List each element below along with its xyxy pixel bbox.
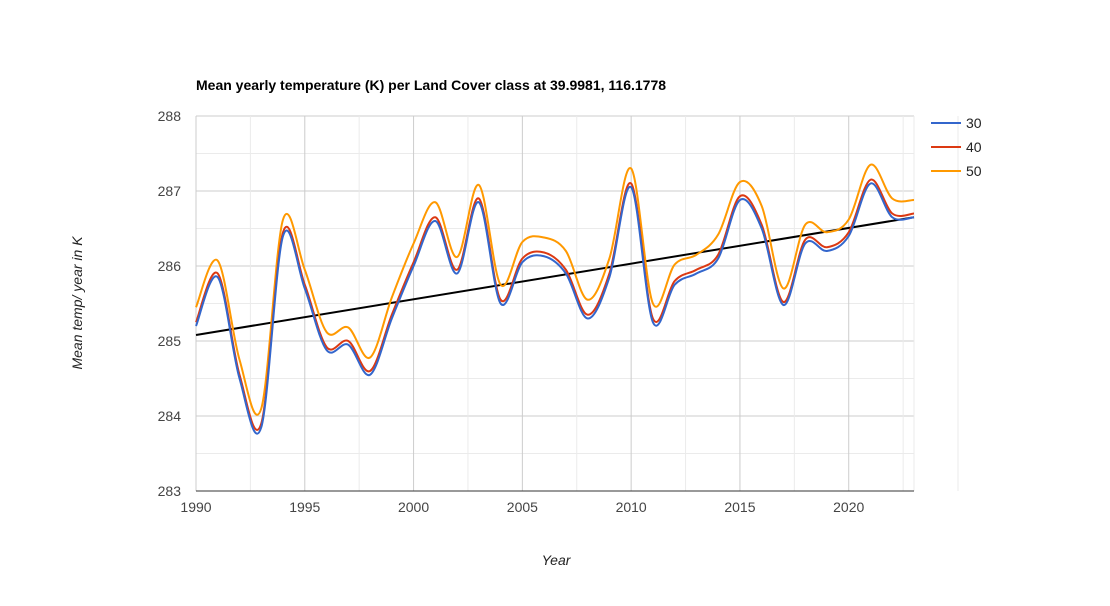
- series-line-40: [195, 178, 915, 431]
- x-tick-label: 1995: [289, 499, 320, 515]
- trendline-line: [195, 216, 915, 336]
- y-tick-label: 287: [158, 183, 182, 199]
- chart-title: Mean yearly temperature (K) per Land Cov…: [196, 77, 666, 93]
- y-tick-label: 283: [158, 483, 182, 499]
- x-tick-label: 2005: [507, 499, 538, 515]
- series-lines: [195, 163, 915, 435]
- legend-label: 40: [966, 139, 982, 155]
- series-line-50: [195, 163, 915, 416]
- y-tick-label: 284: [158, 408, 182, 424]
- legend[interactable]: 30 40 50: [931, 115, 982, 179]
- x-axis-ticks: 1990 1995 2000 2005 2010 2015 2020: [180, 499, 864, 515]
- trendline: [195, 216, 915, 336]
- series-line-30: [195, 182, 915, 435]
- y-tick-label: 288: [158, 108, 182, 124]
- x-tick-label: 2015: [724, 499, 755, 515]
- y-axis-title: Mean temp/ year in K: [69, 236, 85, 370]
- x-tick-label: 1990: [180, 499, 211, 515]
- y-tick-label: 286: [158, 258, 182, 274]
- x-tick-label: 2020: [833, 499, 864, 515]
- x-axis-title: Year: [542, 552, 572, 568]
- x-tick-label: 2000: [398, 499, 429, 515]
- x-tick-label: 2010: [616, 499, 647, 515]
- y-tick-label: 285: [158, 333, 182, 349]
- legend-label: 50: [966, 163, 982, 179]
- legend-label: 30: [966, 115, 982, 131]
- y-axis-ticks: 283 284 285 286 287 288: [158, 108, 182, 499]
